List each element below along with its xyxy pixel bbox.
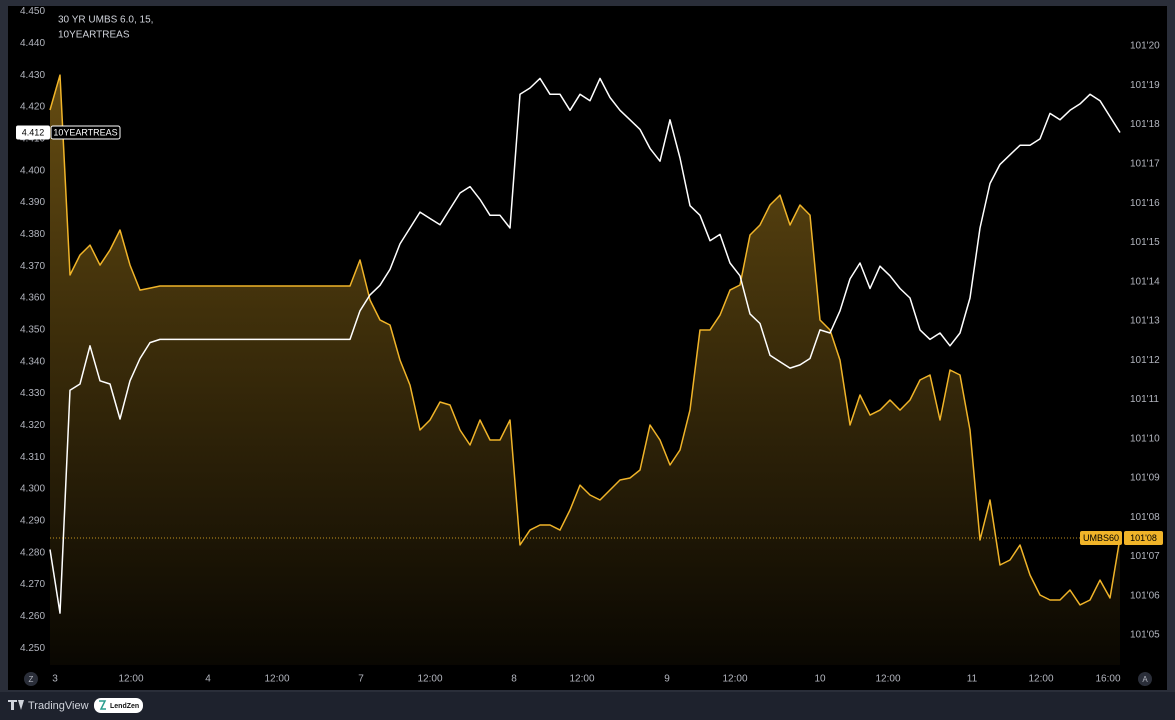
x-tick-label: 8 [511,674,517,685]
x-tick-label: 7 [358,674,364,685]
marks: 4.4504.4404.4304.4204.4104.4004.3904.380… [16,6,1163,685]
brand-logo [8,700,24,710]
y2-tick-label: 101'16 [1130,198,1160,209]
y2-tick-label: 101'20 [1130,41,1160,52]
y2-tick-label: 101'18 [1130,119,1160,130]
badge-label: LendZen [110,703,139,710]
toolbar-label[interactable]: Z [29,675,34,684]
x-tick-label: 12:00 [264,674,289,685]
series-tag-label: UMBS60 [1083,533,1119,543]
y2-tick-label: 101'13 [1130,316,1160,327]
series-tag [1080,530,1122,545]
y2-tick-label: 101'19 [1130,80,1160,91]
y-tick-label: 4.340 [20,356,45,367]
y2-tick-label: 101'15 [1130,237,1160,248]
y-tick-label: 4.320 [20,420,45,431]
y2-tick-label: 101'08 [1130,512,1160,523]
y-tick-label: 4.380 [20,229,45,240]
y-tick-label: 4.260 [20,611,45,622]
y-tick-label: 4.440 [20,38,45,49]
toolbar-button[interactable] [24,672,38,686]
y2-tick-label: 101'11 [1130,394,1159,405]
chart-title: 30 YR UMBS 6.0, 15, [58,15,153,26]
y2-tick-label: 101'10 [1130,433,1160,444]
y-tick-label: 4.250 [20,643,45,654]
series-line [49,77,1121,614]
y-tick-label: 4.400 [20,165,45,176]
y2-tick-label: 101'05 [1130,630,1160,641]
y-tick-label: 4.280 [20,547,45,558]
y-tick-label: 4.390 [20,197,45,208]
legend-series: 10YEARTREAS [58,30,130,41]
y-tick-label: 4.330 [20,388,45,399]
x-tick-label: 12:00 [875,674,900,685]
price-tag-label: 4.412 [22,127,45,137]
x-tick-label: 9 [664,674,670,685]
price-tag [16,125,50,140]
y-tick-label: 4.350 [20,325,45,336]
brand-name: TradingView [28,700,89,712]
footer-bar [0,692,1175,720]
toolbar-label[interactable]: A [1142,675,1148,684]
y2-tick-label: 101'06 [1130,590,1160,601]
y2-tick-label: 101'12 [1130,355,1160,366]
y-tick-label: 4.290 [20,515,45,526]
x-tick-label: 12:00 [118,674,143,685]
y-tick-label: 4.310 [20,452,45,463]
badge-icon [99,700,107,710]
toolbar-button[interactable] [1138,672,1152,686]
x-tick-label: 12:00 [1028,674,1053,685]
x-tick-label: 12:00 [417,674,442,685]
y-tick-label: 4.270 [20,579,45,590]
y-tick-label: 4.420 [20,102,45,113]
x-tick-label: 12:00 [722,674,747,685]
x-tick-label: 4 [205,674,211,685]
x-tick-label: 11 [967,674,978,685]
badge [94,698,143,713]
y2-tick-label: 101'07 [1130,551,1160,562]
series-tag [50,125,121,140]
x-tick-label: 10 [814,674,826,685]
price-tag [1124,530,1163,545]
x-tick-label: 12:00 [569,674,594,685]
y-tick-label: 4.300 [20,484,45,495]
y-tick-label: 4.370 [20,261,45,272]
series-tag-label: 10YEARTREAS [53,127,117,137]
y-tick-label: 4.360 [20,293,45,304]
y-tick-label: 4.450 [20,6,45,17]
series-line [49,74,1121,606]
x-tick-label: 16:00 [1095,674,1120,685]
area-fill [50,75,1120,666]
y2-tick-label: 101'09 [1130,473,1160,484]
y2-tick-label: 101'14 [1130,276,1160,287]
y-tick-label: 4.430 [20,70,45,81]
price-tag-label: 101'08 [1130,533,1157,543]
y2-tick-label: 101'17 [1130,158,1160,169]
x-tick-label: 3 [52,674,58,685]
